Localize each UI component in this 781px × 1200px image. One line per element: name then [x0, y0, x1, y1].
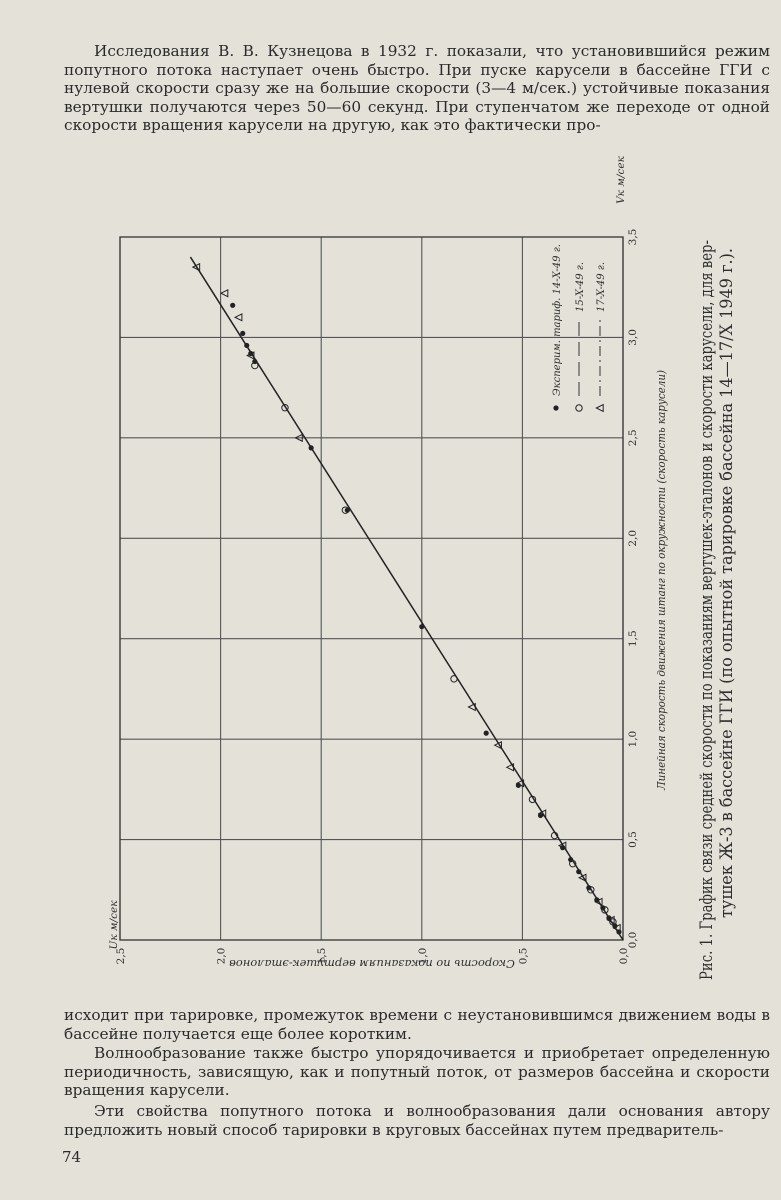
- y-tick-label-6: 3,0: [627, 329, 639, 346]
- series-1-point-1: [601, 906, 609, 914]
- legend-dot-14-marker: [553, 405, 559, 411]
- series-0-point-14: [308, 445, 314, 451]
- series-2-point-1: [606, 915, 615, 925]
- series-0-point-9: [537, 812, 544, 819]
- x-tick-label-1: 0,5: [517, 948, 529, 965]
- chart-grid: [119, 236, 624, 941]
- y-tick-label-0: 0,0: [627, 932, 639, 949]
- series-2-point-13: [219, 289, 229, 298]
- series-2-point-10: [294, 433, 303, 443]
- series-0-point-10: [515, 782, 521, 788]
- series-2-point-9: [467, 702, 476, 712]
- legend-dot-14-label: Эксперим. тариф. 14-X-49 г.: [552, 244, 563, 396]
- x-tick-label-3: 1,5: [316, 948, 328, 965]
- series-0-point-6: [576, 869, 582, 875]
- series-1-point-0: [609, 918, 617, 926]
- chart-legend: Эксперим. тариф. 14-X-49 г. 15-X-49 г. 17-…: [552, 244, 607, 413]
- y-tick-label-2: 1,0: [627, 731, 639, 748]
- x-tick-label-0: 0,0: [618, 948, 630, 965]
- y-tick-label-1: 0,5: [627, 831, 639, 848]
- figure-caption: Рис. 1. График связи средней скорости по…: [697, 240, 736, 980]
- legend-circle-15-marker: [575, 404, 583, 412]
- plot-frame: [119, 236, 624, 941]
- series-2-point-6: [515, 779, 525, 788]
- series-2-point-4: [557, 841, 567, 850]
- y-unit-label: Vк м/сек: [615, 155, 627, 204]
- series-1-point-5: [528, 795, 537, 804]
- series-1-point-7: [341, 506, 350, 514]
- series-1-point-6: [450, 675, 458, 683]
- series-1-point-2: [587, 886, 595, 894]
- y-tick-label-3: 1,5: [627, 630, 639, 647]
- chart-points: [191, 262, 622, 935]
- series-0-point-2: [606, 915, 612, 921]
- figure-caption-line1: Рис. 1. График связи средней скорости по…: [697, 240, 716, 980]
- chart-axes: [119, 236, 624, 941]
- paragraph-last: Эти свойства попутного потока и волнообр…: [64, 1102, 770, 1139]
- chart-axis-labels: Скорость по показаниям вертушек-эталонов…: [108, 155, 668, 971]
- x-tick-label-2: 1,0: [417, 948, 429, 965]
- x-axis-label: Скорость по показаниям вертушек-эталонов: [229, 957, 515, 971]
- chart-fit-line: [189, 256, 624, 941]
- y-tick-label-4: 2,0: [627, 530, 639, 547]
- series-2-point-3: [578, 873, 587, 882]
- series-0-point-12: [419, 624, 425, 630]
- series-1-point-3: [569, 859, 577, 868]
- series-0-point-19: [230, 302, 236, 308]
- series-0-point-18: [240, 330, 246, 337]
- legend-triangle-17-label: 17-X-49 г.: [596, 262, 607, 312]
- figure-caption-line2: тушек Ж-3 в бассейне ГГИ (по опытной тар…: [717, 248, 736, 918]
- series-2-point-8: [493, 740, 502, 750]
- series-0-point-17: [244, 342, 250, 349]
- y-axis-label: Линейная скорость движения штанг по окру…: [655, 370, 668, 791]
- legend-triangle-17-marker: [595, 403, 604, 413]
- series-1-point-4: [550, 831, 559, 840]
- x-unit-label: Uк м/сек: [108, 900, 120, 950]
- chart-tick-labels: 0,0 0,5 1,0 1,5 2,0 2,5 0,0 0,5 1,0 1,5 2,0 2,5 3,0 3…: [115, 229, 639, 965]
- paragraph-waves: Волнообразование также быстро упорядочив…: [64, 1044, 770, 1099]
- legend-circle-15-label: 15-X-49 г.: [575, 262, 586, 312]
- series-2-point-2: [594, 897, 603, 907]
- series-0-point-4: [594, 897, 600, 903]
- series-1-point-9: [251, 361, 259, 370]
- fit-line: [189, 256, 624, 941]
- series-0-point-11: [483, 730, 489, 736]
- series-2-point-11: [246, 351, 255, 360]
- y-tick-label-5: 2,5: [627, 430, 639, 447]
- x-tick-label-4: 2,0: [216, 948, 228, 965]
- paragraph-top: Исследования В. В. Кузнецова в 1932 г. п…: [64, 42, 770, 134]
- paragraph-continued: исходит при тарировке, промежуток времен…: [64, 1006, 770, 1043]
- x-tick-label-5: 2,5: [115, 948, 127, 965]
- series-1-point-8: [281, 404, 289, 412]
- series-2-point-7: [505, 763, 515, 772]
- series-2-point-12: [233, 313, 243, 322]
- series-2-point-0: [612, 923, 621, 933]
- y-tick-label-7: 3,5: [627, 229, 639, 246]
- page-number: 74: [62, 1148, 82, 1166]
- series-2-point-5: [537, 809, 547, 818]
- series-2-point-14: [191, 262, 201, 272]
